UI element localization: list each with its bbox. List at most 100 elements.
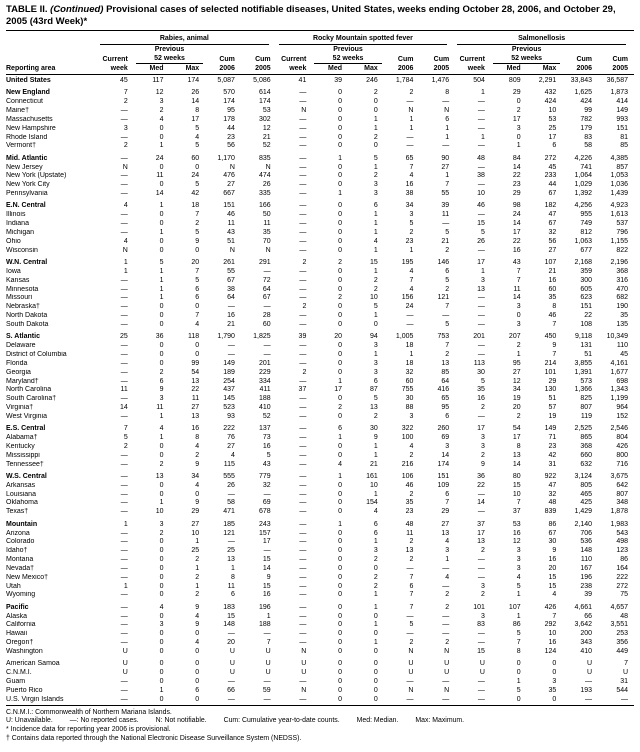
- value-cell: 471: [223, 508, 235, 516]
- value-cell: 0: [159, 211, 164, 219]
- value-cell: 0: [195, 342, 200, 350]
- value-cell: 5: [123, 434, 128, 442]
- value-cell: 0: [338, 133, 343, 141]
- value-cell: 7: [409, 573, 414, 581]
- value-cell: 4: [195, 481, 200, 489]
- value-cell: 0: [338, 451, 343, 459]
- value-cell: N: [444, 647, 450, 655]
- value-cell: 0: [195, 350, 200, 358]
- table-row: Arizona — 2 10 121 157 — 0 6 11 13 17 16 67 706 543: [6, 530, 634, 539]
- value-cell: 151: [580, 303, 593, 311]
- value-cell: 0: [159, 481, 164, 489]
- value-cell: N: [408, 647, 414, 655]
- value-cell: N: [301, 107, 307, 115]
- value-cell: 682: [616, 294, 628, 302]
- value-cell: 48: [477, 154, 485, 162]
- value-cell: —: [299, 190, 307, 198]
- table-row: S. Atlantic 25 36 118 1,790 1,825 39 20 94 1,005 7…: [6, 330, 634, 342]
- footnote-cnmi: C.N.M.I.: Commonwealth of Northern Maria…: [6, 708, 172, 716]
- value-cell: 38: [405, 190, 414, 198]
- value-cell: 17: [477, 259, 485, 267]
- value-cell: 2,140: [574, 520, 593, 528]
- value-cell: 1,036: [610, 181, 628, 189]
- value-cell: 39: [441, 202, 450, 210]
- max-label: Max: [169, 64, 206, 75]
- value-cell: —: [299, 573, 307, 581]
- value-cell: 71: [548, 434, 557, 442]
- reporting-area-cell: North Carolina: [6, 386, 52, 394]
- value-cell: 0: [338, 591, 343, 599]
- reporting-area-cell: New Jersey: [6, 163, 43, 171]
- value-cell: U: [122, 647, 128, 655]
- value-cell: 21: [548, 267, 557, 275]
- value-cell: 214: [544, 359, 557, 367]
- value-cell: —: [120, 359, 128, 367]
- value-cell: 19: [512, 395, 521, 403]
- value-cell: 0: [338, 395, 343, 403]
- table-row: W.S. Central — 13 34 555 779 — 1 161 106 151 36 80 92…: [6, 469, 634, 481]
- value-cell: 1: [123, 520, 128, 528]
- value-cell: 14: [119, 404, 128, 412]
- value-cell: 0: [373, 564, 378, 572]
- value-cell: 0: [338, 603, 343, 611]
- value-cell: 0: [195, 630, 200, 638]
- value-cell: —: [299, 564, 307, 572]
- reporting-area-cell: Pennsylvania: [6, 190, 48, 198]
- value-cell: 6: [373, 529, 378, 537]
- value-cell: 0: [195, 669, 200, 677]
- reporting-area-cell: United States: [6, 77, 51, 84]
- value-cell: 44: [227, 124, 235, 132]
- table-row: Arkansas — 0 4 26 32 — 0 10 46 109 22 15 47 805 642: [6, 482, 634, 491]
- value-cell: 80: [512, 472, 521, 480]
- table-row: Pennsylvania — 14 42 667 335 — 1 3 38 55 10 29 67 1,39…: [6, 190, 634, 199]
- value-cell: —: [227, 630, 235, 638]
- value-cell: 410: [580, 647, 593, 655]
- value-cell: 27: [441, 163, 450, 171]
- value-cell: 4: [195, 133, 200, 141]
- reporting-area-cell: E.S. Central: [6, 425, 46, 433]
- value-cell: 1: [409, 246, 414, 254]
- value-cell: 424: [544, 98, 557, 106]
- value-cell: 99: [191, 359, 200, 367]
- value-cell: 15: [477, 220, 485, 228]
- value-cell: 100: [401, 434, 414, 442]
- table-row: Mountain 1 3 27 185 243 — 1 6 48 27 37 53 86 2,140 1,98…: [6, 517, 634, 529]
- reporting-area-cell: E.N. Central: [6, 202, 46, 210]
- value-cell: 3: [481, 442, 485, 450]
- value-cell: 38: [477, 172, 485, 180]
- value-cell: 3: [516, 320, 521, 328]
- current-label: Current: [459, 56, 485, 63]
- value-cell: —: [477, 181, 485, 189]
- value-cell: 58: [584, 142, 593, 150]
- table-row: Maine† — 2 8 95 53 N 0 0 N N — 2 10 99 149: [6, 107, 634, 116]
- reporting-area-cell: South Dakota: [6, 320, 49, 328]
- weeks52-label: 52 weeks: [312, 54, 383, 64]
- value-cell: 5: [195, 229, 200, 236]
- value-cell: —: [227, 678, 235, 685]
- group-header-row: Rabies, animal Rocky Mountain spotted fe…: [6, 31, 634, 45]
- value-cell: N: [444, 686, 450, 694]
- value-cell: 1,625: [574, 89, 593, 97]
- value-cell: —: [477, 695, 485, 703]
- value-cell: 504: [473, 77, 485, 84]
- value-cell: 20: [191, 259, 200, 267]
- value-cell: 64: [441, 377, 450, 385]
- value-cell: 2: [373, 276, 378, 284]
- value-cell: —: [299, 115, 307, 123]
- weeks52-label: 52 weeks: [491, 54, 562, 64]
- value-cell: 0: [159, 639, 164, 647]
- value-cell: —: [442, 630, 450, 638]
- spacer-cell: [205, 45, 241, 54]
- value-cell: 410: [258, 404, 271, 412]
- value-cell: 7: [123, 425, 128, 433]
- value-cell: 300: [580, 276, 593, 284]
- current-label: Current: [281, 56, 307, 63]
- value-cell: —: [477, 686, 485, 694]
- value-cell: 2: [516, 412, 521, 420]
- value-cell: 65: [441, 395, 450, 403]
- value-cell: —: [299, 639, 307, 647]
- value-cell: 1: [445, 124, 450, 132]
- value-cell: 0: [195, 163, 200, 171]
- value-cell: —: [442, 582, 450, 590]
- value-cell: 0: [159, 237, 164, 245]
